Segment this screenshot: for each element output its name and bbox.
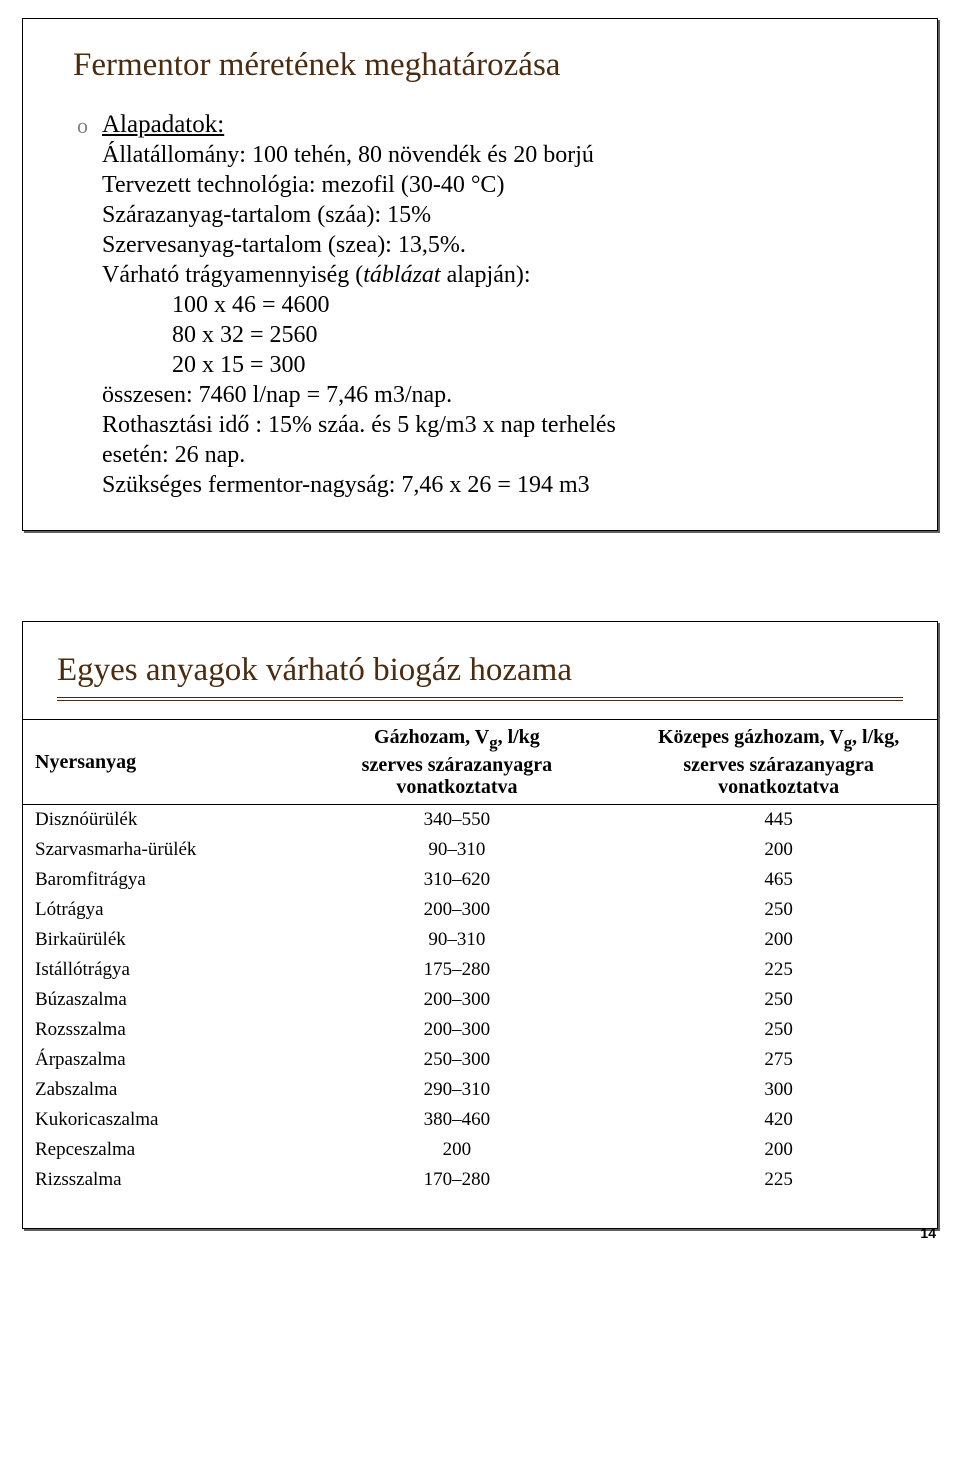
- cell-range: 200–300: [294, 895, 621, 925]
- table-body: Disznóürülék340–550445Szarvasmarha-ürülé…: [23, 805, 937, 1196]
- table-row: Repceszalma200200: [23, 1135, 937, 1165]
- line-szea: Szervesanyag-tartalom (szea): 13,5%.: [102, 230, 903, 260]
- cell-name: Birkaürülék: [23, 925, 294, 955]
- cell-range: 340–550: [294, 805, 621, 836]
- subtitle: Alapadatok:: [102, 111, 224, 138]
- table-row: Rizsszalma170–280225: [23, 1165, 937, 1195]
- title-rule: [57, 693, 903, 701]
- cell-name: Lótrágya: [23, 895, 294, 925]
- cell-mid: 300: [620, 1075, 937, 1105]
- cell-mid: 250: [620, 985, 937, 1015]
- cell-range: 90–310: [294, 925, 621, 955]
- page: Fermentor méretének meghatározása o Alap…: [0, 0, 960, 1247]
- cell-name: Istállótrágya: [23, 955, 294, 985]
- table-header: Nyersanyag Gázhozam, Vg, l/kg szerves sz…: [23, 720, 937, 805]
- cell-mid: 445: [620, 805, 937, 836]
- cell-mid: 420: [620, 1105, 937, 1135]
- slide-fermentor: Fermentor méretének meghatározása o Alap…: [22, 18, 938, 531]
- line-osszesen: összesen: 7460 l/nap = 7,46 m3/nap.: [102, 380, 903, 410]
- calc-2: 80 x 32 = 2560: [102, 320, 903, 350]
- table-row: Disznóürülék340–550445: [23, 805, 937, 836]
- slide1-title: Fermentor méretének meghatározása: [73, 47, 903, 84]
- line-allatallomany: Állatállomány: 100 tehén, 80 növendék és…: [102, 140, 903, 170]
- cell-mid: 250: [620, 895, 937, 925]
- cell-mid: 225: [620, 1165, 937, 1195]
- cell-name: Szarvasmarha-ürülék: [23, 835, 294, 865]
- line-technologia: Tervezett technológia: mezofil (30-40 °C…: [102, 170, 903, 200]
- col-kozepes: Közepes gázhozam, Vg, l/kg, szerves szár…: [620, 720, 937, 805]
- cell-mid: 200: [620, 835, 937, 865]
- line-szukseges: Szükséges fermentor-nagyság: 7,46 x 26 =…: [102, 470, 903, 500]
- table-row: Baromfitrágya310–620465: [23, 865, 937, 895]
- table-row: Birkaürülék90–310200: [23, 925, 937, 955]
- bullet-block: o Alapadatok: Állatállomány: 100 tehén, …: [73, 110, 903, 500]
- cell-name: Árpaszalma: [23, 1045, 294, 1075]
- cell-mid: 465: [620, 865, 937, 895]
- bullet-icon: o: [77, 110, 88, 142]
- col-gazhozam: Gázhozam, Vg, l/kg szerves szárazanyagra…: [294, 720, 621, 805]
- cell-range: 290–310: [294, 1075, 621, 1105]
- l5-italic: táblázat: [363, 262, 440, 288]
- line-varhato: Várható trágyamennyiség (táblázat alapjá…: [102, 260, 903, 290]
- table-row: Istállótrágya175–280225: [23, 955, 937, 985]
- table-row: Kukoricaszalma380–460420: [23, 1105, 937, 1135]
- cell-range: 250–300: [294, 1045, 621, 1075]
- calc-3: 20 x 15 = 300: [102, 350, 903, 380]
- l5-suffix: alapján):: [441, 262, 531, 288]
- cell-mid: 200: [620, 925, 937, 955]
- line-eseten: esetén: 26 nap.: [102, 440, 903, 470]
- cell-name: Baromfitrágya: [23, 865, 294, 895]
- table-row: Zabszalma290–310300: [23, 1075, 937, 1105]
- cell-name: Búzaszalma: [23, 985, 294, 1015]
- cell-mid: 200: [620, 1135, 937, 1165]
- cell-mid: 250: [620, 1015, 937, 1045]
- cell-name: Repceszalma: [23, 1135, 294, 1165]
- cell-name: Rozsszalma: [23, 1015, 294, 1045]
- cell-range: 175–280: [294, 955, 621, 985]
- table-row: Búzaszalma200–300250: [23, 985, 937, 1015]
- bullet-body: Alapadatok: Állatállomány: 100 tehén, 80…: [102, 110, 903, 500]
- cell-range: 170–280: [294, 1165, 621, 1195]
- biogas-table: Nyersanyag Gázhozam, Vg, l/kg szerves sz…: [23, 719, 937, 1195]
- cell-name: Zabszalma: [23, 1075, 294, 1105]
- cell-range: 200–300: [294, 1015, 621, 1045]
- slide-biogaz-tabla: Egyes anyagok várható biogáz hozama Nyer…: [22, 621, 938, 1229]
- cell-range: 200: [294, 1135, 621, 1165]
- cell-name: Disznóürülék: [23, 805, 294, 836]
- table-row: Árpaszalma250–300275: [23, 1045, 937, 1075]
- cell-mid: 275: [620, 1045, 937, 1075]
- l5-prefix: Várható trágyamennyiség (: [102, 262, 363, 288]
- table-row: Szarvasmarha-ürülék90–310200: [23, 835, 937, 865]
- table-row: Rozsszalma200–300250: [23, 1015, 937, 1045]
- cell-name: Kukoricaszalma: [23, 1105, 294, 1135]
- cell-range: 200–300: [294, 985, 621, 1015]
- calc-1: 100 x 46 = 4600: [102, 290, 903, 320]
- line-rothasztasi: Rothasztási idő : 15% száa. és 5 kg/m3 x…: [102, 410, 903, 440]
- cell-range: 310–620: [294, 865, 621, 895]
- slide2-title: Egyes anyagok várható biogáz hozama: [23, 622, 937, 693]
- cell-mid: 225: [620, 955, 937, 985]
- table-row: Lótrágya200–300250: [23, 895, 937, 925]
- cell-range: 90–310: [294, 835, 621, 865]
- cell-range: 380–460: [294, 1105, 621, 1135]
- page-number: 14: [920, 1225, 936, 1241]
- col-nyersanyag: Nyersanyag: [23, 720, 294, 805]
- line-szaa: Szárazanyag-tartalom (száa): 15%: [102, 200, 903, 230]
- cell-name: Rizsszalma: [23, 1165, 294, 1195]
